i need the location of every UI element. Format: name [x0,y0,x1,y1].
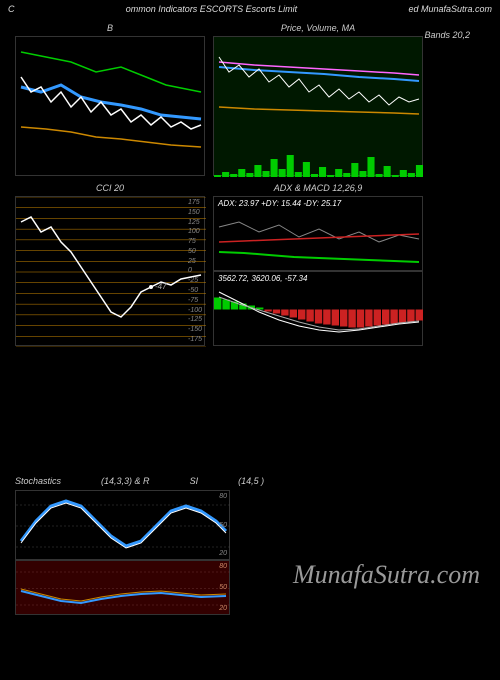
y-axis-labels: 805020 [219,491,227,559]
watermark: MunafaSutra.com [293,560,480,590]
macd-chart: 3562.72, 3620.06, -57.34 [213,271,423,346]
header-right: ed MunafaSutra.com [408,4,492,14]
stoch-title-row: Stochastics (14,3,3) & R SI (14,5 ) [15,476,500,486]
stoch-label: Stochastics [15,476,61,486]
adx-values: ADX: 23.97 +DY: 15.44 -DY: 25.17 [218,199,341,208]
header-left: C [8,4,15,14]
cci-chart: CCI 20 1751501251007550250-25-50-75-100-… [15,196,205,346]
y-axis-labels: 805020 [219,561,227,614]
price-volume-chart: Price, Volume, MA [213,36,423,176]
chart-grid: B Price, Volume, MA CCI 20 1751501251007… [0,36,500,615]
rsi-params: (14,5 ) [238,476,264,486]
y-axis-labels: 1751501251007550250-25-50-75-100-125-150… [188,197,202,345]
adx-chart: ADX & MACD 12,26,9 ADX: 23.97 +DY: 15.44… [213,196,423,271]
bands-label: Bands 20,2 [424,30,470,40]
cci-value: -47 [155,282,167,291]
bollinger-chart: B [15,36,205,176]
stoch-params: (14,3,3) & R [101,476,150,486]
chart-title: ADX & MACD 12,26,9 [274,183,363,193]
rsi-label: SI [190,476,199,486]
header-center: ommon Indicators ESCORTS Escorts Limit [126,4,297,14]
chart-title: Price, Volume, MA [281,23,355,33]
chart-title: CCI 20 [96,183,124,193]
rsi-chart: 805020 [15,560,230,615]
chart-title: B [107,23,113,33]
macd-values: 3562.72, 3620.06, -57.34 [218,274,307,283]
stochastics-chart: 805020 [15,490,230,560]
page-header: C ommon Indicators ESCORTS Escorts Limit… [0,0,500,18]
